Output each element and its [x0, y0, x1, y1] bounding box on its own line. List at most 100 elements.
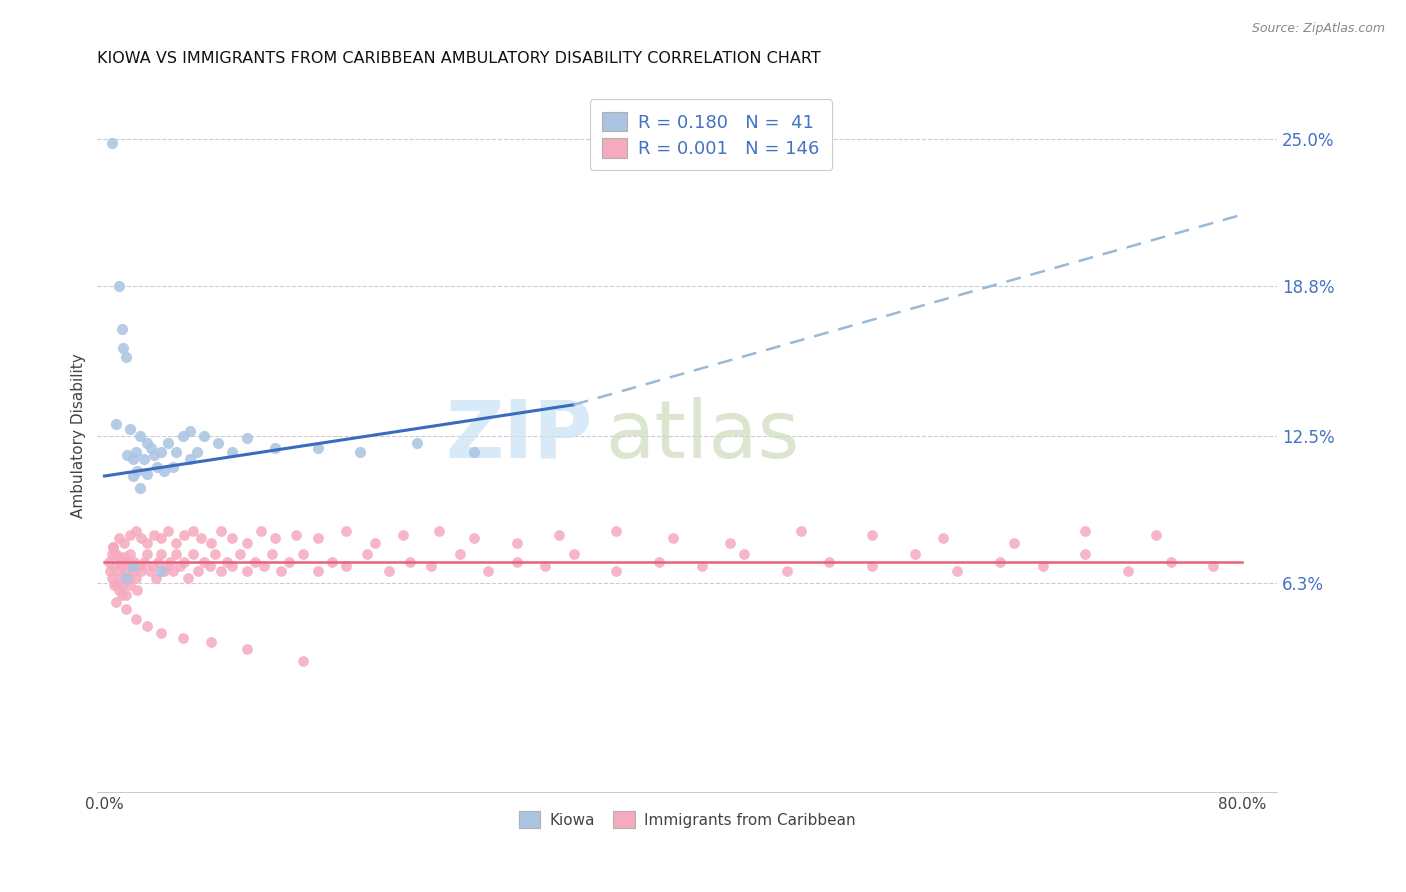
- Point: [107, 279, 129, 293]
- Point: [112, 535, 135, 549]
- Point: [118, 578, 141, 592]
- Point: [193, 428, 215, 442]
- Point: [117, 571, 139, 585]
- Point: [97, 555, 120, 569]
- Point: [136, 435, 159, 450]
- Point: [139, 564, 162, 578]
- Point: [548, 528, 571, 542]
- Point: [463, 445, 485, 459]
- Point: [157, 524, 180, 538]
- Point: [776, 564, 799, 578]
- Point: [141, 441, 163, 455]
- Point: [112, 549, 135, 564]
- Point: [103, 559, 125, 574]
- Point: [221, 445, 243, 459]
- Point: [169, 559, 191, 574]
- Point: [449, 548, 471, 562]
- Point: [790, 524, 813, 538]
- Point: [156, 559, 179, 574]
- Point: [321, 555, 343, 569]
- Point: [662, 531, 685, 545]
- Point: [932, 531, 955, 545]
- Point: [335, 559, 357, 574]
- Point: [1002, 535, 1025, 549]
- Point: [946, 564, 969, 578]
- Point: [363, 535, 385, 549]
- Text: ZIP: ZIP: [446, 397, 593, 475]
- Point: [121, 559, 143, 574]
- Point: [690, 559, 713, 574]
- Point: [200, 635, 222, 649]
- Point: [1146, 528, 1168, 542]
- Point: [406, 435, 429, 450]
- Point: [131, 564, 153, 578]
- Legend: Kiowa, Immigrants from Caribbean: Kiowa, Immigrants from Caribbean: [513, 805, 862, 834]
- Point: [1074, 548, 1097, 562]
- Point: [1032, 559, 1054, 574]
- Point: [190, 531, 212, 545]
- Point: [463, 531, 485, 545]
- Point: [200, 535, 222, 549]
- Point: [270, 564, 292, 578]
- Point: [262, 548, 284, 562]
- Point: [235, 564, 257, 578]
- Point: [1116, 564, 1139, 578]
- Text: KIOWA VS IMMIGRANTS FROM CARIBBEAN AMBULATORY DISABILITY CORRELATION CHART: KIOWA VS IMMIGRANTS FROM CARIBBEAN AMBUL…: [97, 51, 821, 66]
- Point: [228, 548, 250, 562]
- Point: [124, 555, 146, 569]
- Point: [860, 528, 883, 542]
- Point: [718, 535, 741, 549]
- Point: [100, 548, 122, 562]
- Point: [114, 571, 136, 585]
- Point: [125, 571, 148, 585]
- Point: [307, 564, 329, 578]
- Point: [145, 571, 167, 585]
- Point: [264, 531, 287, 545]
- Point: [207, 435, 229, 450]
- Point: [165, 535, 187, 549]
- Point: [122, 469, 145, 483]
- Point: [114, 588, 136, 602]
- Point: [157, 435, 180, 450]
- Point: [127, 464, 149, 478]
- Point: [136, 467, 159, 481]
- Point: [733, 548, 755, 562]
- Point: [114, 351, 136, 365]
- Point: [988, 555, 1011, 569]
- Point: [1160, 555, 1182, 569]
- Point: [221, 559, 243, 574]
- Point: [104, 417, 127, 431]
- Point: [860, 559, 883, 574]
- Point: [648, 555, 671, 569]
- Point: [125, 445, 148, 459]
- Point: [243, 555, 266, 569]
- Point: [104, 548, 127, 562]
- Point: [159, 555, 181, 569]
- Point: [264, 441, 287, 455]
- Point: [105, 564, 128, 578]
- Point: [181, 548, 204, 562]
- Point: [356, 548, 378, 562]
- Point: [562, 548, 585, 562]
- Point: [122, 564, 145, 578]
- Point: [142, 559, 165, 574]
- Point: [107, 531, 129, 545]
- Point: [125, 611, 148, 625]
- Point: [143, 528, 166, 542]
- Point: [115, 555, 138, 569]
- Point: [98, 564, 121, 578]
- Point: [1202, 559, 1225, 574]
- Point: [146, 459, 169, 474]
- Point: [104, 595, 127, 609]
- Point: [162, 459, 184, 474]
- Point: [143, 448, 166, 462]
- Point: [253, 559, 276, 574]
- Text: atlas: atlas: [605, 397, 799, 475]
- Point: [111, 341, 134, 355]
- Point: [506, 535, 529, 549]
- Point: [506, 555, 529, 569]
- Point: [111, 578, 134, 592]
- Point: [904, 548, 927, 562]
- Point: [122, 452, 145, 467]
- Point: [173, 528, 195, 542]
